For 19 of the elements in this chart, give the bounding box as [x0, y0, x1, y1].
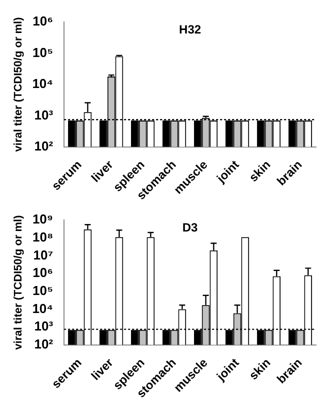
x-tick-label: skin [246, 356, 274, 382]
y-tick-label: 10⁴ [32, 76, 54, 92]
y-tick-label: 10⁸ [32, 229, 54, 244]
y-tick-label: 10³ [34, 318, 54, 334]
y-tick-label: 10⁵ [32, 44, 54, 60]
y-tick-label: 10³ [34, 107, 54, 122]
y-tick-label: 10⁴ [32, 300, 54, 316]
y-tick-label: 10⁷ [33, 247, 54, 262]
chart-title: H32 [179, 22, 202, 36]
y-tick-label: 10² [34, 336, 54, 352]
y-axis-title: viral titer (TCDI50/g or ml) [12, 214, 25, 350]
y-tick-label: 10² [34, 138, 54, 154]
y-tick-label: 10⁶ [32, 14, 54, 29]
y-tick-label: 10⁶ [32, 265, 54, 280]
x-tick-label: skin [246, 158, 274, 184]
y-tick-label: 10⁵ [32, 282, 54, 298]
y-axis-title: viral titer (TCDI50/g or ml) [12, 16, 25, 152]
y-tick-label: 10⁹ [32, 212, 54, 227]
chart-title: D3 [182, 220, 198, 234]
